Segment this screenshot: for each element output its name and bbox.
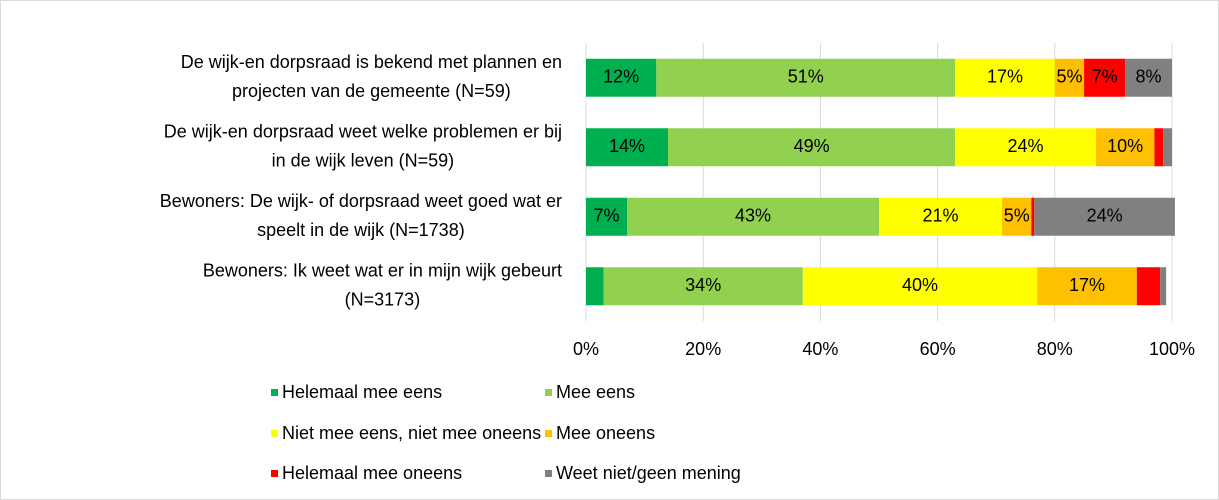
bar-segment bbox=[1125, 58, 1172, 97]
x-tick-label: 60% bbox=[920, 339, 956, 359]
bar-segment bbox=[1031, 197, 1035, 236]
legend-marker bbox=[545, 389, 552, 396]
bar-segment bbox=[1054, 58, 1085, 97]
data-label: 8% bbox=[1136, 67, 1162, 87]
data-label: 5% bbox=[1056, 67, 1082, 87]
legend-marker bbox=[271, 389, 278, 396]
data-label: 14% bbox=[609, 136, 645, 156]
bar-segment bbox=[1034, 197, 1175, 236]
bar-segment bbox=[1037, 267, 1137, 306]
legend-label: Mee eens bbox=[556, 382, 635, 402]
data-label: 7% bbox=[1092, 67, 1118, 87]
x-tick-label: 0% bbox=[573, 339, 599, 359]
bar-segment bbox=[879, 197, 1003, 236]
bar-segment bbox=[586, 197, 628, 236]
x-tick-label: 100% bbox=[1149, 339, 1195, 359]
bar-segment bbox=[586, 58, 657, 97]
data-label: 5% bbox=[1004, 206, 1030, 226]
legend-marker bbox=[271, 470, 278, 477]
bar-segment bbox=[586, 267, 604, 306]
category-label: De wijk-en dorpsraad weet welke probleme… bbox=[164, 122, 562, 142]
data-label: 24% bbox=[1007, 136, 1043, 156]
legend-label: Helemaal mee oneens bbox=[282, 463, 462, 483]
data-label: 10% bbox=[1107, 136, 1143, 156]
bar-segment bbox=[955, 58, 1055, 97]
legend-label: Weet niet/geen mening bbox=[556, 463, 741, 483]
data-label: 49% bbox=[794, 136, 830, 156]
data-label: 21% bbox=[923, 206, 959, 226]
bar-segment bbox=[627, 197, 879, 236]
bar-segment bbox=[802, 267, 1038, 306]
x-tick-label: 40% bbox=[802, 339, 838, 359]
data-label: 17% bbox=[987, 67, 1023, 87]
legend-marker bbox=[545, 470, 552, 477]
category-label: Bewoners: De wijk- of dorpsraad weet goe… bbox=[160, 191, 562, 211]
bar-segment bbox=[1002, 197, 1032, 236]
data-label: 51% bbox=[788, 67, 824, 87]
x-tick-label: 20% bbox=[685, 339, 721, 359]
data-label: 12% bbox=[603, 67, 639, 87]
bar-segment bbox=[1160, 267, 1167, 306]
category-label: projecten van de gemeente (N=59) bbox=[232, 81, 511, 101]
data-label: 24% bbox=[1087, 206, 1123, 226]
legend-label: Niet mee eens, niet mee oneens bbox=[282, 423, 541, 443]
bar-segment bbox=[1095, 128, 1155, 167]
bar-segment bbox=[586, 128, 669, 167]
bar-segment bbox=[1084, 58, 1126, 97]
bar-segment bbox=[955, 128, 1096, 167]
bar-segment bbox=[668, 128, 956, 167]
legend-label: Helemaal mee eens bbox=[282, 382, 442, 402]
category-label: (N=3173) bbox=[345, 290, 421, 310]
data-label: 17% bbox=[1069, 275, 1105, 295]
data-label: 40% bbox=[902, 275, 938, 295]
bar-segment bbox=[1136, 267, 1161, 306]
legend-marker bbox=[271, 430, 278, 437]
data-label: 7% bbox=[594, 206, 620, 226]
legend-marker bbox=[545, 430, 552, 437]
bar-segment bbox=[656, 58, 956, 97]
category-label: De wijk-en dorpsraad is bekend met plann… bbox=[181, 52, 562, 72]
bar-segment bbox=[1163, 128, 1172, 167]
data-label: 43% bbox=[735, 206, 771, 226]
bar-segment bbox=[603, 267, 803, 306]
data-label: 34% bbox=[685, 275, 721, 295]
category-label: in de wijk leven (N=59) bbox=[272, 151, 455, 171]
legend-label: Mee oneens bbox=[556, 423, 655, 443]
category-label: Bewoners: Ik weet wat er in mijn wijk ge… bbox=[203, 261, 562, 281]
x-tick-label: 80% bbox=[1037, 339, 1073, 359]
bar-segment bbox=[1154, 128, 1164, 167]
category-label: speelt in de wijk (N=1738) bbox=[257, 220, 465, 240]
